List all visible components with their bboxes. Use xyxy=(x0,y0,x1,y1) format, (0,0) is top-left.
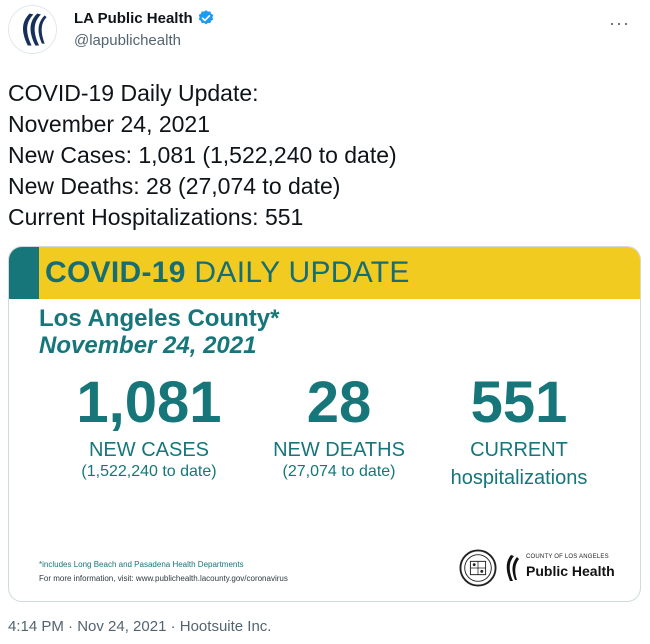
tweet-media-image[interactable]: COVID-19 DAILY UPDATE Los Angeles County… xyxy=(8,246,641,602)
tweet-line: Current Hospitalizations: 551 xyxy=(8,204,304,230)
public-health-logo: COUNTY OF LOS ANGELES Public Health xyxy=(504,552,624,584)
update-banner: COVID-19 DAILY UPDATE xyxy=(9,247,640,299)
stat-new-deaths: 28 NEW DEATHS (27,074 to date) xyxy=(264,372,414,482)
tweet-text: COVID-19 Daily Update: November 24, 2021… xyxy=(8,78,628,233)
footnote: *includes Long Beach and Pasadena Health… xyxy=(39,560,244,569)
stat-hospitalizations: 551 CURRENT hospitalizations xyxy=(434,372,604,490)
banner-accent xyxy=(9,247,39,299)
card-date: November 24, 2021 xyxy=(39,332,257,359)
stat-new-cases: 1,081 NEW CASES (1,522,240 to date) xyxy=(59,372,239,482)
public-health-logo-icon xyxy=(504,554,522,582)
ellipsis-icon[interactable]: ··· xyxy=(609,13,630,33)
logo-name-text: Public Health xyxy=(526,563,615,579)
stat-value: 551 xyxy=(470,370,568,435)
handle[interactable]: @lapublichealth xyxy=(74,32,181,49)
tweet-line: New Cases: 1,081 (1,522,240 to date) xyxy=(8,142,397,168)
stat-label: NEW CASES xyxy=(88,439,210,461)
verified-badge-icon xyxy=(197,9,215,27)
stat-label: CURRENT xyxy=(470,439,568,461)
tweet-line: COVID-19 Daily Update: xyxy=(8,80,259,106)
author-block: LA Public Health @lapublichealth xyxy=(74,9,215,49)
la-public-health-logo-icon xyxy=(23,13,47,46)
more-info-text: For more information, visit: www.publich… xyxy=(39,574,288,583)
stat-label: NEW DEATHS xyxy=(273,439,405,461)
avatar[interactable] xyxy=(8,5,57,54)
stat-sub: (27,074 to date) xyxy=(282,463,396,480)
tweet-header: LA Public Health @lapublichealth ··· xyxy=(0,0,650,70)
logo-county-text: COUNTY OF LOS ANGELES xyxy=(526,554,609,560)
county-title: Los Angeles County* xyxy=(39,305,280,332)
county-seal-icon xyxy=(459,549,497,587)
banner-title-rest: DAILY UPDATE xyxy=(185,256,410,289)
banner-title: COVID-19 DAILY UPDATE xyxy=(45,256,410,290)
stat-sub: (1,522,240 to date) xyxy=(81,463,217,480)
tweet-line: November 24, 2021 xyxy=(8,111,211,137)
stat-value: 1,081 xyxy=(76,370,222,435)
tweet-line: New Deaths: 28 (27,074 to date) xyxy=(8,173,341,199)
tweet-timestamp-source[interactable]: 4:14 PM · Nov 24, 2021 · Hootsuite Inc. xyxy=(8,618,272,635)
display-name[interactable]: LA Public Health xyxy=(74,9,193,27)
stat-value: 28 xyxy=(306,370,372,435)
banner-title-bold: COVID-19 xyxy=(45,256,186,289)
stat-sub: hospitalizations xyxy=(450,467,588,489)
